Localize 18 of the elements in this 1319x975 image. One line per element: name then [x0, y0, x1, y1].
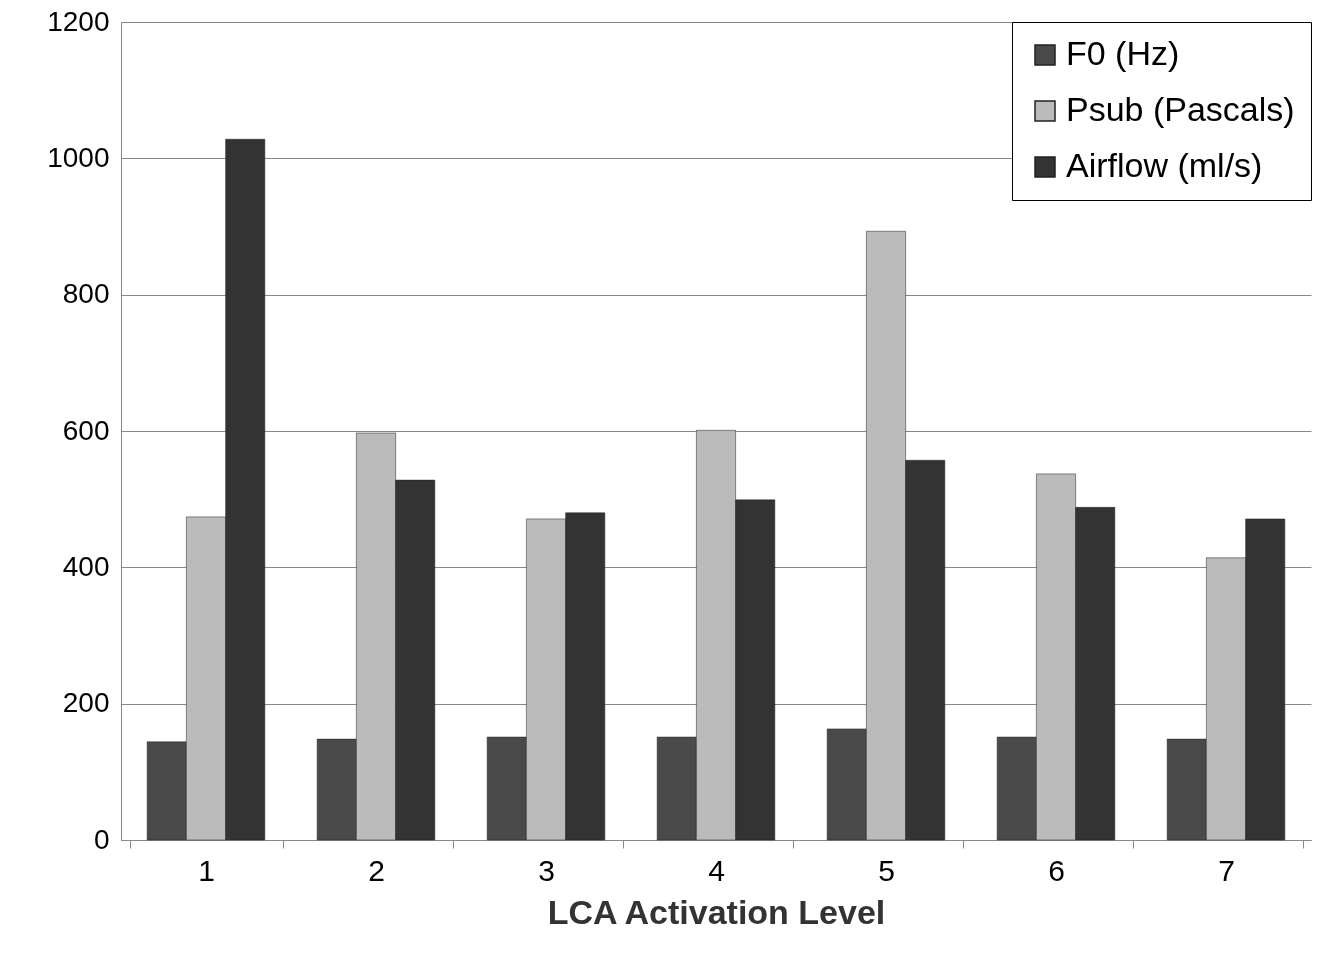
x-tick-label: 7 — [1218, 853, 1235, 887]
y-tick-label: 1200 — [47, 5, 110, 37]
legend-label: F0 (Hz) — [1066, 34, 1180, 72]
y-tick-label: 600 — [62, 414, 110, 446]
x-axis-title: LCA Activation Level — [547, 892, 886, 931]
x-tick-label: 2 — [368, 853, 385, 887]
x-tick-label: 3 — [538, 853, 555, 887]
legend-label: Psub (Pascals) — [1066, 90, 1295, 128]
x-tick-label: 5 — [878, 853, 895, 887]
y-tick-label: 0 — [93, 823, 110, 855]
x-tick-label: 6 — [1048, 853, 1065, 887]
x-tick-label: 4 — [708, 853, 725, 887]
y-tick-label: 800 — [62, 278, 110, 310]
x-tick-label: 1 — [198, 853, 215, 887]
y-tick-label: 400 — [62, 550, 110, 582]
y-tick-label: 200 — [62, 687, 110, 719]
legend-label: Airflow (ml/s) — [1066, 146, 1263, 184]
y-tick-label: 1000 — [47, 141, 110, 173]
